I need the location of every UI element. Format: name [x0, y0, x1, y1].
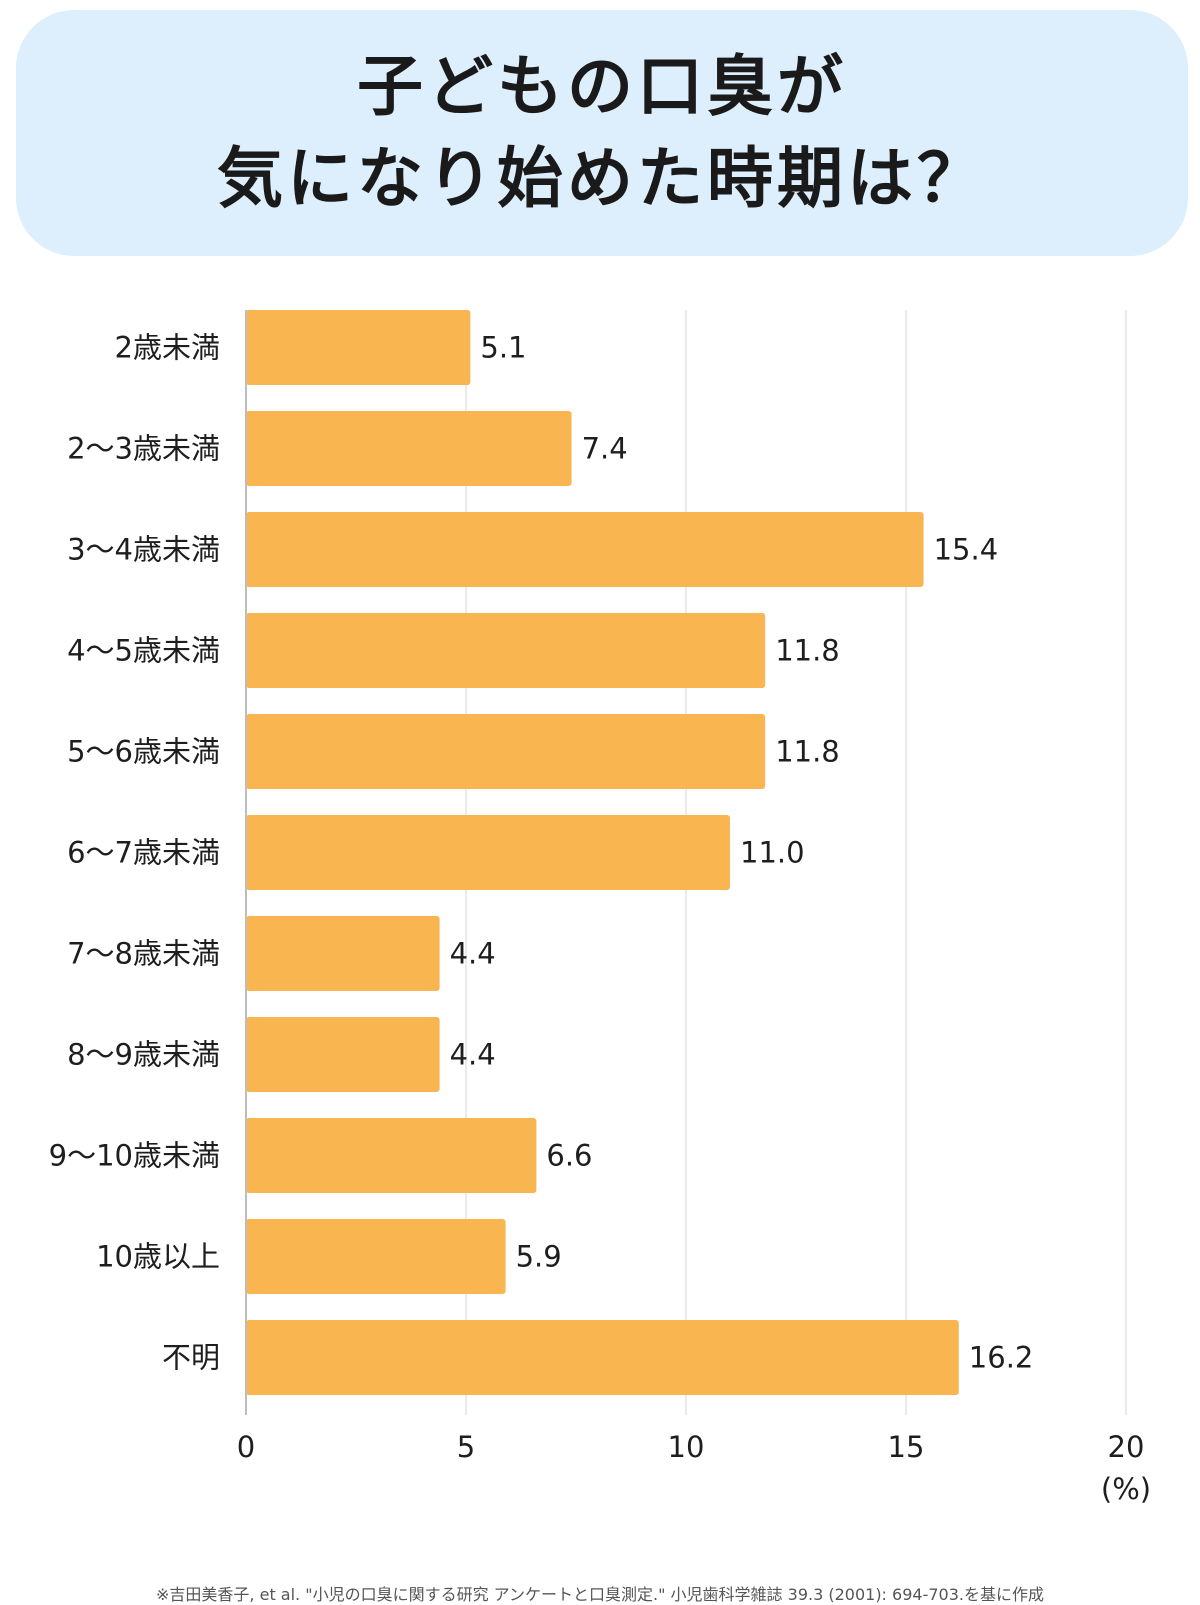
bar-6: [246, 815, 730, 890]
x-tick-label-5: 5: [457, 1430, 475, 1464]
bar-7: [246, 916, 440, 991]
value-label-8: 4.4: [450, 1038, 496, 1072]
bar-2: [246, 411, 572, 486]
bar-11: [246, 1320, 959, 1395]
bar-10: [246, 1219, 506, 1294]
value-label-3: 15.4: [934, 533, 999, 567]
bar-8: [246, 1017, 440, 1092]
x-tick-label-15: 15: [888, 1430, 925, 1464]
value-label-9: 6.6: [546, 1139, 592, 1173]
value-label-10: 5.9: [516, 1240, 562, 1274]
bar-1: [246, 310, 471, 385]
labels: 0 5 10 15 20 (%) 2歳未満 5.1 2〜3歳未満 7.4 3〜4歳未満 15.4 4〜5…: [49, 331, 1151, 1507]
value-label-2: 7.4: [582, 432, 628, 466]
x-tick-label-0: 0: [237, 1430, 255, 1464]
bar-4: [246, 613, 766, 688]
category-label-2: 2〜3歳未満: [67, 432, 220, 466]
category-label-11: 不明: [162, 1341, 220, 1375]
chart-title-line-1: 子どもの口臭が: [357, 48, 847, 125]
x-axis-unit-label: (%): [1101, 1472, 1151, 1506]
bar-3: [246, 512, 924, 587]
category-label-7: 7〜8歳未満: [67, 937, 220, 971]
category-label-9: 9〜10歳未満: [49, 1139, 220, 1173]
category-label-5: 5〜6歳未満: [67, 735, 220, 769]
bar-5: [246, 714, 766, 789]
category-label-4: 4〜5歳未満: [67, 634, 220, 668]
bars: [246, 310, 959, 1395]
source-note: ※吉田美香子, et al. "小児の口臭に関する研究 アンケートと口臭測定."…: [156, 1585, 1044, 1604]
x-tick-label-20: 20: [1108, 1430, 1145, 1464]
bar-9: [246, 1118, 537, 1193]
category-label-10: 10歳以上: [96, 1240, 220, 1274]
value-label-4: 11.8: [775, 634, 840, 668]
chart-title-line-2: 気になり始めた時期は？: [217, 140, 987, 217]
value-label-7: 4.4: [450, 937, 496, 971]
value-label-1: 5.1: [480, 331, 526, 365]
value-label-11: 16.2: [969, 1341, 1034, 1375]
category-label-1: 2歳未満: [115, 331, 220, 365]
category-label-3: 3〜4歳未満: [67, 533, 220, 567]
title-panel: 子どもの口臭が 気になり始めた時期は？: [16, 10, 1188, 256]
category-label-8: 8〜9歳未満: [67, 1038, 220, 1072]
x-tick-label-10: 10: [668, 1430, 705, 1464]
category-label-6: 6〜7歳未満: [67, 836, 220, 870]
value-label-6: 11.0: [740, 836, 805, 870]
value-label-5: 11.8: [775, 735, 840, 769]
